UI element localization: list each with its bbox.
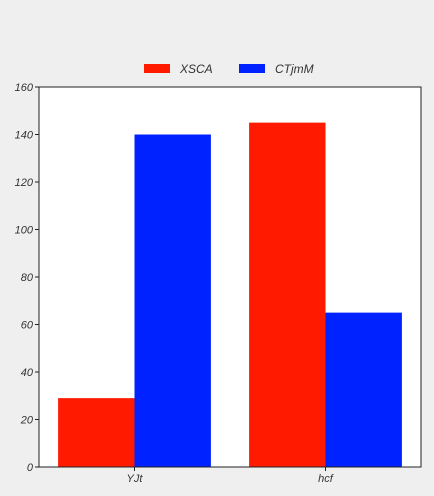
x-tick-label-hcf: hcf	[318, 473, 334, 485]
y-tick-label-40: 40	[21, 367, 34, 379]
y-tick-label-120: 120	[15, 177, 34, 189]
y-tick-label-160: 160	[15, 82, 34, 94]
legend-label-CTjmM: CTjmM	[275, 62, 314, 76]
legend-swatch-CTjmM	[239, 64, 265, 73]
y-tick-label-20: 20	[20, 415, 34, 427]
bar-CTjmM-YJt	[134, 134, 211, 467]
legend: XSCA CTjmM	[144, 62, 314, 76]
y-axis: 0 20 40 60 80 100 120 140 160	[15, 82, 39, 474]
y-tick-label-80: 80	[21, 272, 34, 284]
bars	[58, 122, 402, 467]
legend-swatch-XSCA	[144, 64, 170, 73]
x-axis: YJt hcf	[127, 467, 334, 485]
bar-XSCA-hcf	[249, 122, 326, 467]
x-tick-label-YJt: YJt	[127, 473, 144, 485]
bar-XSCA-YJt	[58, 398, 135, 467]
y-tick-label-140: 140	[15, 130, 34, 142]
bar-CTjmM-hcf	[325, 312, 402, 467]
y-tick-label-60: 60	[21, 320, 34, 332]
legend-label-XSCA: XSCA	[179, 62, 213, 76]
y-tick-label-0: 0	[27, 462, 34, 474]
y-tick-label-100: 100	[15, 225, 34, 237]
